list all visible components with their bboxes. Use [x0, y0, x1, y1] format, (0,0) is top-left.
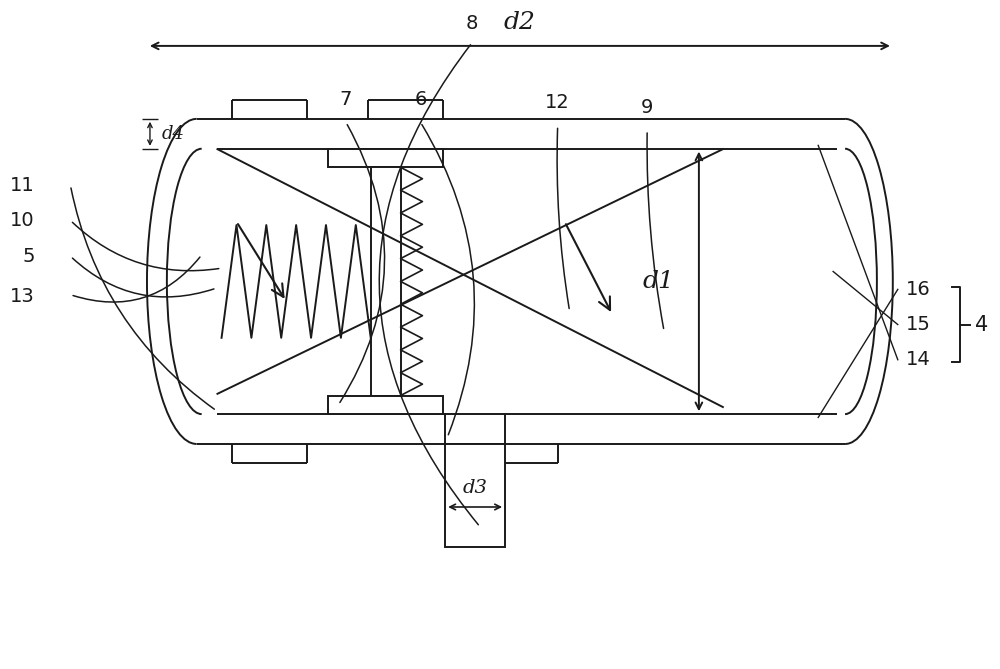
Bar	[445, 444, 505, 547]
Text: 8: 8	[466, 13, 478, 33]
Text: 13: 13	[10, 286, 35, 306]
Text: d3: d3	[463, 479, 488, 497]
Text: 7: 7	[340, 90, 352, 109]
Text: 12: 12	[545, 93, 570, 112]
Text: 11: 11	[10, 176, 35, 195]
Text: 6: 6	[414, 90, 427, 109]
Bar	[371, 167, 401, 395]
Bar	[328, 149, 443, 167]
Text: 16: 16	[906, 280, 930, 299]
Text: 14: 14	[906, 350, 930, 369]
Text: d4: d4	[162, 125, 185, 142]
Text: 4: 4	[975, 314, 989, 334]
Text: d2: d2	[504, 11, 536, 34]
Text: 15: 15	[906, 315, 931, 334]
Text: 5: 5	[22, 247, 35, 266]
Text: d1: d1	[642, 270, 674, 293]
Text: 9: 9	[641, 98, 653, 117]
Bar	[328, 395, 443, 414]
Text: 10: 10	[10, 211, 35, 230]
